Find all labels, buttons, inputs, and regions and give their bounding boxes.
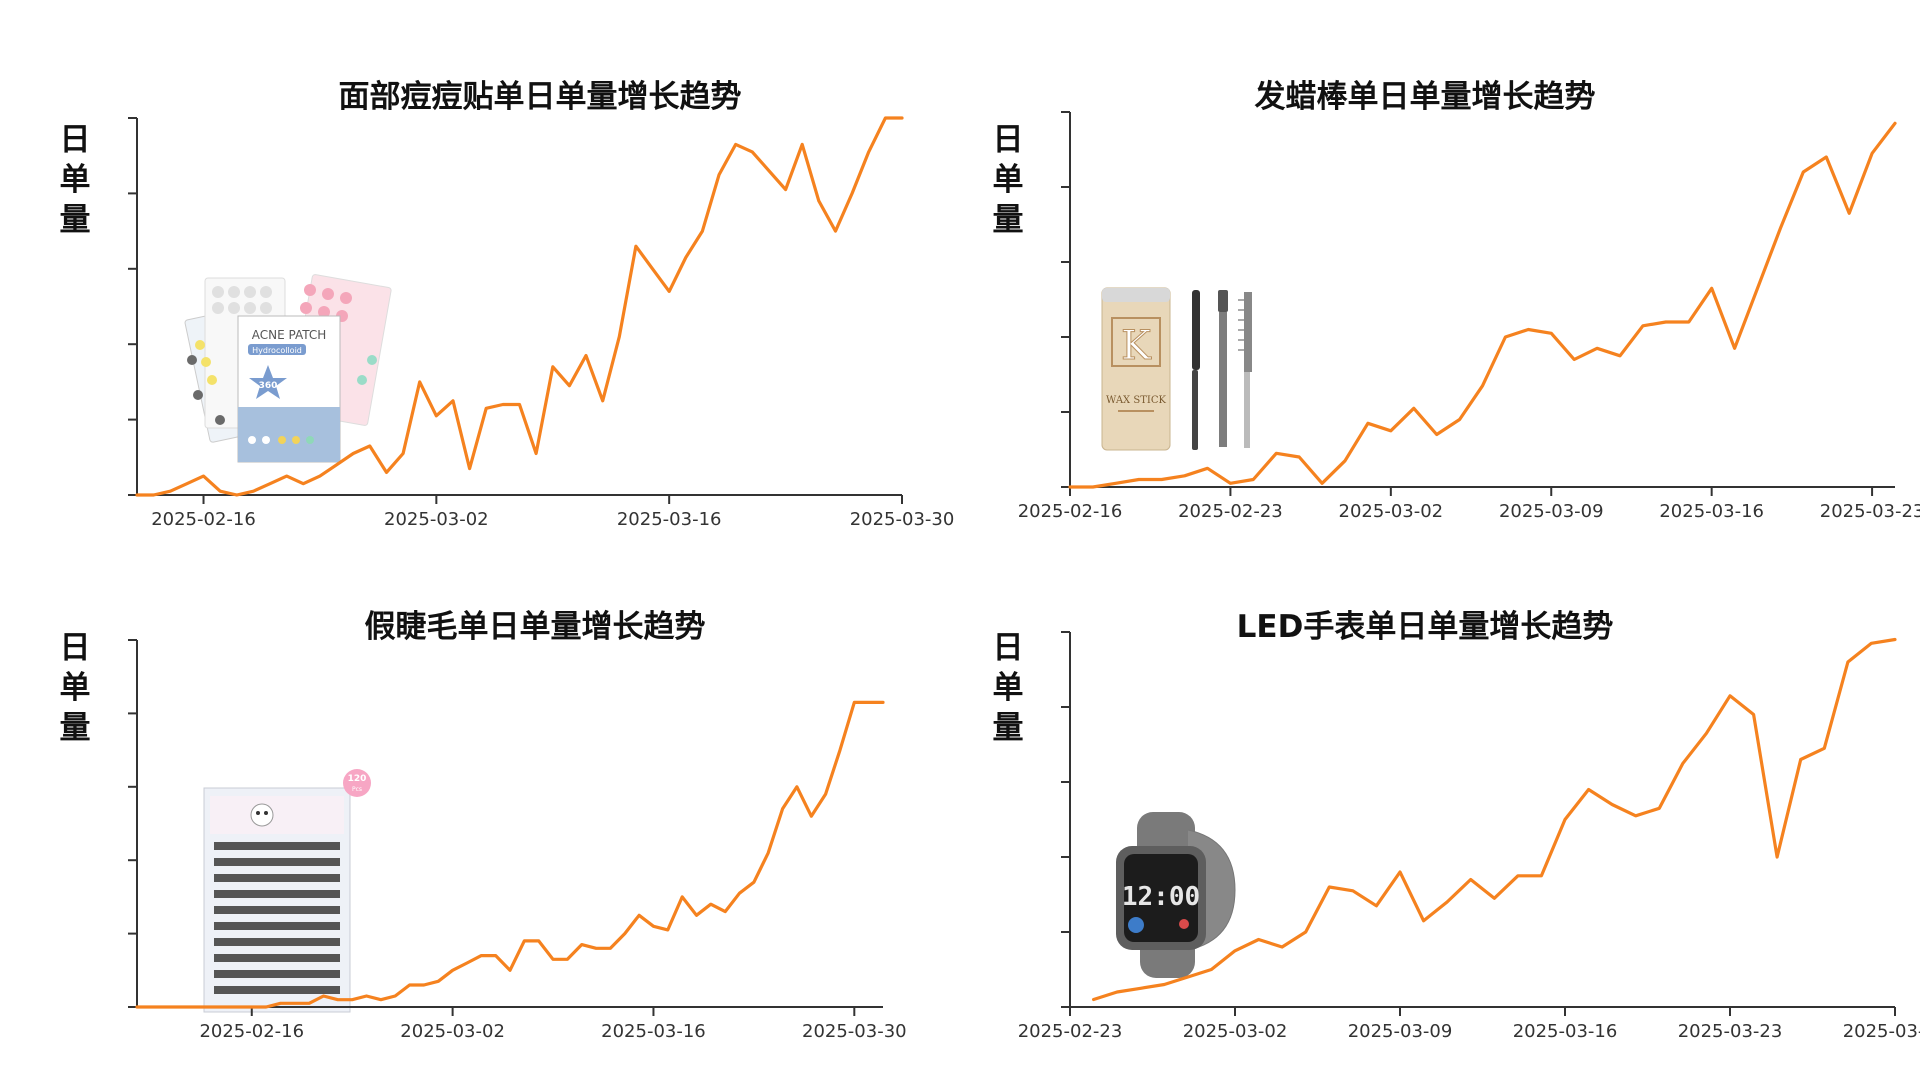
series-lines bbox=[135, 700, 885, 1009]
x-tick-label: 2025-02-23 bbox=[1178, 501, 1283, 522]
product-image: 120 Pcs bbox=[203, 769, 371, 1013]
false-lashes-product-icon: 120 Pcs bbox=[203, 769, 371, 1013]
series-line bbox=[1092, 637, 1897, 1002]
series-line bbox=[1068, 121, 1897, 489]
x-tick-label: 2025-02-23 bbox=[1018, 1021, 1123, 1042]
chart-title: LED手表单日单量增长趋势 bbox=[1237, 609, 1614, 645]
chart-svg-1: 面部痘痘贴单日单量增长趋势 日单量 ACNE PATCH bbox=[60, 79, 955, 530]
y-axis-label: 日单量 bbox=[60, 122, 91, 238]
series-lines bbox=[1068, 121, 1897, 489]
y-axis-label: 日单量 bbox=[993, 122, 1024, 238]
acne-patch-product-icon: ACNE PATCH Hydrocolloid 360 bbox=[184, 274, 392, 463]
led-watch-product-icon: 12:00 bbox=[1116, 812, 1236, 978]
product-count: 360 bbox=[259, 381, 278, 391]
product-label: ACNE PATCH bbox=[252, 328, 327, 342]
x-tick-label: 2025-03-30 bbox=[850, 509, 955, 530]
series-line bbox=[135, 700, 885, 1009]
chart-panel-acne-patch: 面部痘痘贴单日单量增长趋势 日单量 ACNE PATCH bbox=[0, 0, 960, 540]
chart-title: 发蜡棒单日单量增长趋势 bbox=[1254, 79, 1596, 115]
x-tick-label: 2025-03-09 bbox=[1499, 501, 1604, 522]
chart-svg-3: 假睫毛单日单量增长趋势 日单量 120 Pcs 2025-02-16 bbox=[60, 609, 907, 1042]
product-brand-letter: K bbox=[1121, 323, 1152, 369]
axes: 2025-02-16 2025-02-23 2025-03-02 2025-03-09… bbox=[1018, 111, 1920, 522]
x-tick-label: 2025-03-30 bbox=[802, 1021, 907, 1042]
x-tick-label: 2025-03-16 bbox=[617, 509, 722, 530]
x-tick-label: 2025-03-23 bbox=[1678, 1021, 1783, 1042]
product-sublabel: Hydrocolloid bbox=[252, 346, 302, 355]
x-tick-label: 2025-03-02 bbox=[1339, 501, 1444, 522]
x-tick-label: 2025-03-02 bbox=[384, 509, 489, 530]
product-image: 12:00 bbox=[1116, 812, 1236, 978]
x-tick-label: 2025-02-16 bbox=[151, 509, 256, 530]
series-lines bbox=[1092, 637, 1897, 1002]
x-tick-label: 2025-03-16 bbox=[601, 1021, 706, 1042]
x-tick-label: 2025-03-16 bbox=[1513, 1021, 1618, 1042]
wax-stick-product-icon: K WAX STICK bbox=[1101, 287, 1252, 451]
product-label: WAX STICK bbox=[1106, 395, 1166, 406]
product-image: K WAX STICK bbox=[1101, 287, 1252, 451]
x-tick-label: 2025-03-02 bbox=[400, 1021, 505, 1042]
y-axis-label: 日单量 bbox=[993, 630, 1024, 746]
x-tick-label: 2025-02-16 bbox=[199, 1021, 304, 1042]
product-count: 120 bbox=[348, 774, 367, 784]
chart-panel-false-lashes: 假睫毛单日单量增长趋势 日单量 120 Pcs 2025-02-16 bbox=[0, 540, 960, 1080]
chart-svg-2: 发蜡棒单日单量增长趋势 日单量 K WAX STICK bbox=[993, 79, 1920, 522]
series-lines bbox=[135, 116, 904, 497]
watch-display: 12:00 bbox=[1122, 882, 1200, 912]
axes: 2025-02-16 2025-03-02 2025-03-16 2025-03-30 bbox=[128, 117, 955, 530]
chart-title: 面部痘痘贴单日单量增长趋势 bbox=[339, 79, 742, 115]
y-axis-label: 日单量 bbox=[60, 630, 91, 746]
product-unit: Pcs bbox=[352, 786, 362, 793]
chart-panel-wax-stick: 发蜡棒单日单量增长趋势 日单量 K WAX STICK bbox=[960, 0, 1920, 540]
series-line bbox=[135, 116, 904, 497]
x-tick-label: 2025-03-16 bbox=[1659, 501, 1764, 522]
x-tick-label: 2025-02-16 bbox=[1018, 501, 1123, 522]
chart-title: 假睫毛单日单量增长趋势 bbox=[365, 609, 706, 645]
x-tick-label: 2025-03-02 bbox=[1183, 1021, 1288, 1042]
product-image: ACNE PATCH Hydrocolloid 360 bbox=[184, 274, 392, 463]
chart-panel-led-watch: LED手表单日单量增长趋势 日单量 12:00 2025-02-23 2025-0… bbox=[960, 540, 1920, 1080]
x-tick-label: 2025-03-30 bbox=[1843, 1021, 1920, 1042]
chart-svg-4: LED手表单日单量增长趋势 日单量 12:00 2025-02-23 2025-0… bbox=[993, 609, 1920, 1042]
x-tick-label: 2025-03-09 bbox=[1348, 1021, 1453, 1042]
axes: 2025-02-23 2025-03-02 2025-03-09 2025-03-16… bbox=[1018, 631, 1920, 1042]
x-tick-label: 2025-03-23 bbox=[1820, 501, 1920, 522]
